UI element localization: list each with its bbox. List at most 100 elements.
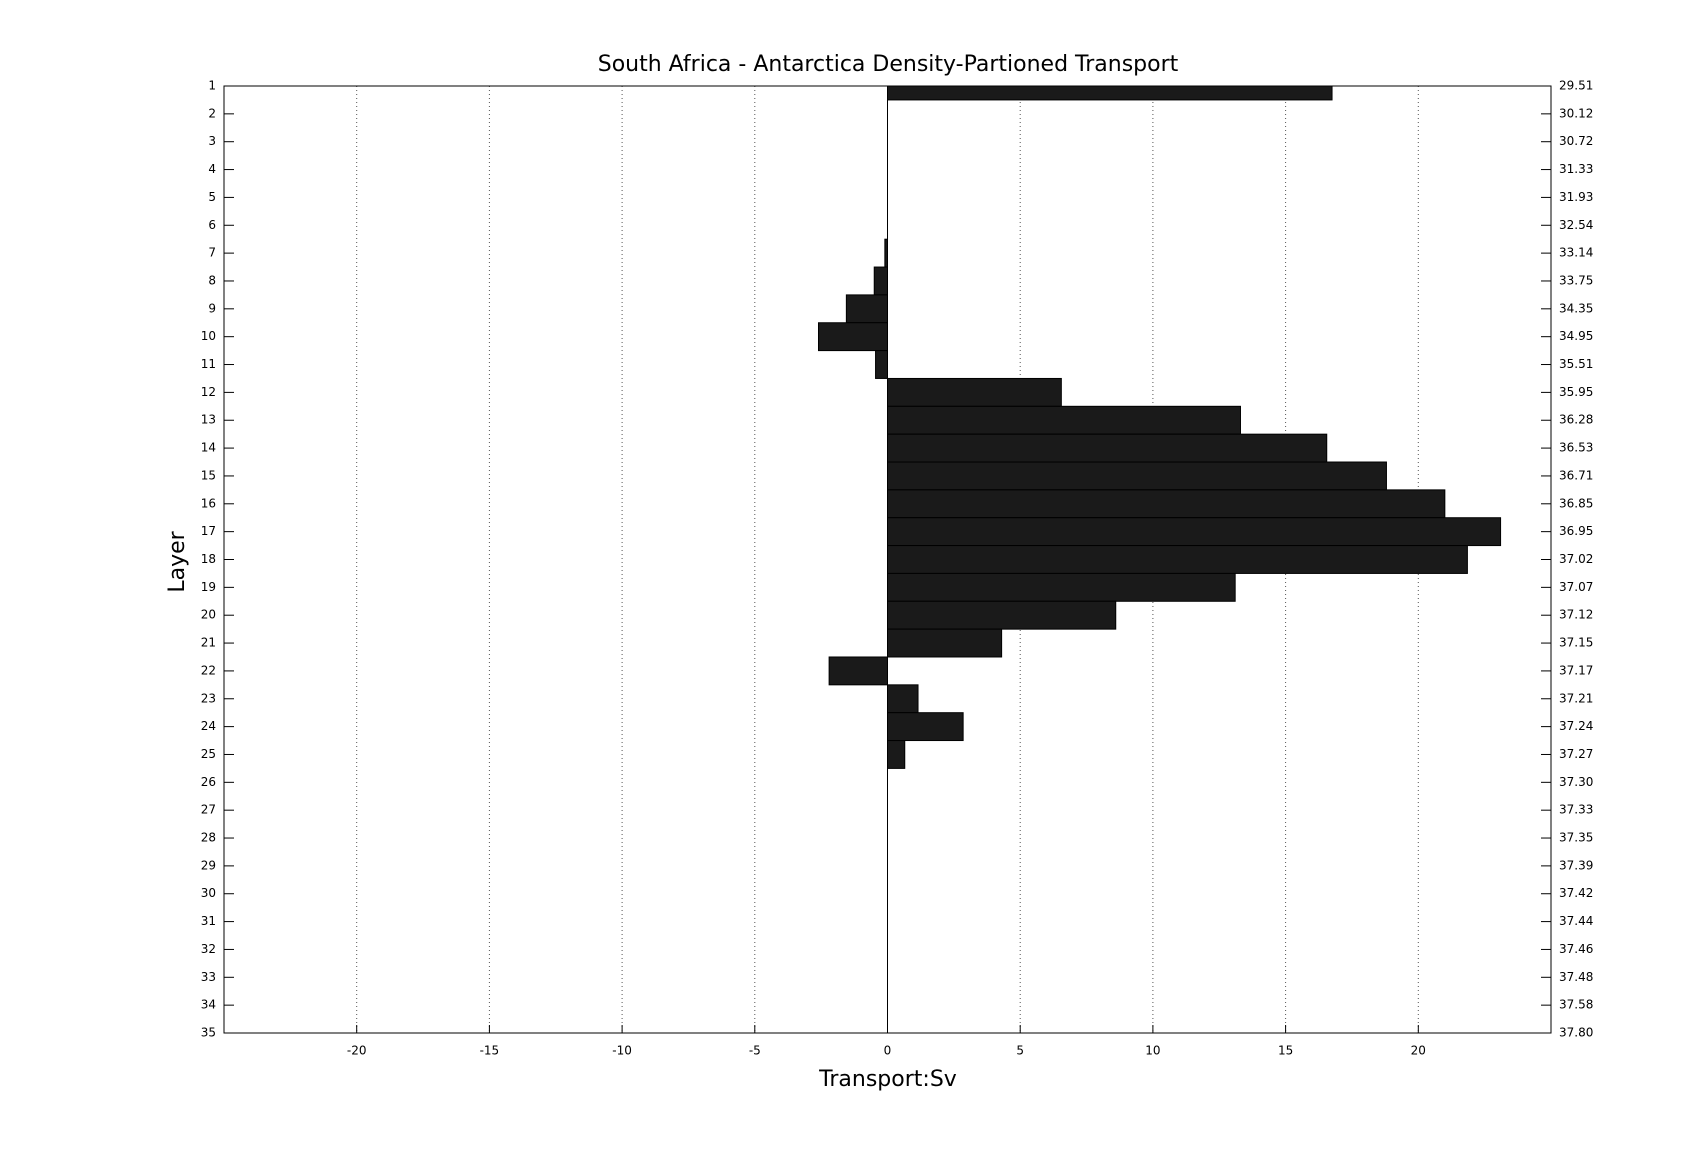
y-tick-label: 14 xyxy=(201,441,216,455)
y2-tick-label: 37.35 xyxy=(1559,831,1593,845)
x-tick-label: -5 xyxy=(749,1044,761,1058)
y-tick-label: 22 xyxy=(201,663,216,677)
y-tick-label: 19 xyxy=(201,580,216,594)
y2-tick-label: 37.44 xyxy=(1559,914,1593,928)
y-tick-label: 35 xyxy=(201,1026,216,1040)
y-tick-label: 20 xyxy=(201,608,216,622)
y-tick-label: 23 xyxy=(201,691,216,705)
y2-tick-label: 35.51 xyxy=(1559,357,1593,371)
y2-tick-label: 37.33 xyxy=(1559,803,1593,817)
y-tick-label: 28 xyxy=(201,831,216,845)
y-tick-label: 32 xyxy=(201,942,216,956)
x-tick-label: 15 xyxy=(1278,1044,1293,1058)
y-tick-label: 16 xyxy=(201,496,216,510)
bar xyxy=(887,489,1446,519)
y-tick-label: 27 xyxy=(201,803,216,817)
bar xyxy=(887,628,1003,658)
bar xyxy=(887,517,1502,547)
y2-tick-label: 37.80 xyxy=(1559,1026,1593,1040)
x-tick-label: -15 xyxy=(480,1044,500,1058)
y2-tick-label: 37.21 xyxy=(1559,691,1593,705)
bar xyxy=(887,377,1062,407)
bar xyxy=(887,572,1236,602)
y-tick-label: 30 xyxy=(201,886,216,900)
y2-tick-label: 37.46 xyxy=(1559,942,1593,956)
y2-tick-label: 33.75 xyxy=(1559,273,1593,287)
x-tick-label: 10 xyxy=(1145,1044,1160,1058)
y2-tick-label: 30.72 xyxy=(1559,134,1593,148)
bar xyxy=(887,461,1387,491)
bar xyxy=(887,712,964,742)
y-tick-label: 9 xyxy=(208,301,216,315)
y-tick-label: 29 xyxy=(201,858,216,872)
y2-tick-label: 37.42 xyxy=(1559,886,1593,900)
bar xyxy=(873,266,888,296)
bar xyxy=(875,350,889,379)
bar xyxy=(887,433,1328,463)
y-tick-label: 25 xyxy=(201,747,216,761)
y-tick-label: 13 xyxy=(201,413,216,427)
y-tick-label: 18 xyxy=(201,552,216,566)
y2-tick-label: 37.39 xyxy=(1559,858,1593,872)
x-tick-label: 5 xyxy=(1016,1044,1024,1058)
y-tick-label: 1 xyxy=(208,79,216,93)
x-axis-label: Transport:Sv xyxy=(818,1067,957,1092)
bar xyxy=(887,405,1241,435)
y-tick-label: 15 xyxy=(201,468,216,482)
bar xyxy=(887,684,919,714)
y-tick-label: 21 xyxy=(201,636,216,650)
y2-tick-label: 37.15 xyxy=(1559,636,1593,650)
y2-tick-label: 37.58 xyxy=(1559,998,1593,1012)
y2-tick-label: 37.48 xyxy=(1559,970,1593,984)
y2-tick-label: 31.33 xyxy=(1559,162,1593,176)
y2-tick-label: 36.71 xyxy=(1559,468,1593,482)
y-tick-label: 2 xyxy=(208,106,216,120)
y2-tick-label: 33.14 xyxy=(1559,246,1593,260)
y-tick-label: 10 xyxy=(201,329,216,343)
y-tick-label: 3 xyxy=(208,134,216,148)
y-tick-label: 6 xyxy=(208,218,216,232)
bar xyxy=(887,85,1333,101)
y-tick-label: 11 xyxy=(201,357,216,371)
y-tick-label: 24 xyxy=(201,719,216,733)
y-tick-label: 31 xyxy=(201,914,216,928)
y-axis-label: Layer xyxy=(165,530,190,592)
x-tick-label: -20 xyxy=(347,1044,367,1058)
y-tick-label: 12 xyxy=(201,385,216,399)
y-tick-label: 17 xyxy=(201,524,216,538)
x-tick-label: -10 xyxy=(612,1044,632,1058)
bar xyxy=(817,322,888,352)
y2-tick-label: 37.12 xyxy=(1559,608,1593,622)
y-tick-label: 26 xyxy=(201,775,216,789)
y2-tick-label: 30.12 xyxy=(1559,106,1593,120)
y2-tick-label: 32.54 xyxy=(1559,218,1593,232)
bar xyxy=(887,600,1117,630)
y-tick-label: 33 xyxy=(201,970,216,984)
y2-tick-label: 37.02 xyxy=(1559,552,1593,566)
chart-title: South Africa - Antarctica Density-Partio… xyxy=(598,52,1179,77)
bar xyxy=(887,740,906,769)
y2-tick-label: 36.53 xyxy=(1559,441,1593,455)
y2-tick-label: 37.30 xyxy=(1559,775,1593,789)
y2-tick-label: 37.17 xyxy=(1559,663,1593,677)
y2-tick-label: 34.95 xyxy=(1559,329,1593,343)
y2-tick-label: 29.51 xyxy=(1559,79,1593,93)
y-tick-label: 8 xyxy=(208,273,216,287)
y2-tick-label: 37.27 xyxy=(1559,747,1593,761)
y2-tick-label: 36.85 xyxy=(1559,496,1593,510)
x-tick-label: 0 xyxy=(884,1044,892,1058)
x-tick-label: 20 xyxy=(1411,1044,1426,1058)
y-tick-label: 7 xyxy=(208,246,216,260)
y2-tick-label: 36.28 xyxy=(1559,413,1593,427)
y2-tick-label: 37.24 xyxy=(1559,719,1593,733)
y-tick-label: 4 xyxy=(208,162,216,176)
y-tick-label: 5 xyxy=(208,190,216,204)
plot-frame xyxy=(223,85,1552,1034)
y2-tick-label: 36.95 xyxy=(1559,524,1593,538)
bar xyxy=(887,545,1468,574)
bar xyxy=(828,656,888,686)
bar xyxy=(845,294,888,324)
y2-tick-label: 34.35 xyxy=(1559,301,1593,315)
y-tick-label: 34 xyxy=(201,998,216,1012)
